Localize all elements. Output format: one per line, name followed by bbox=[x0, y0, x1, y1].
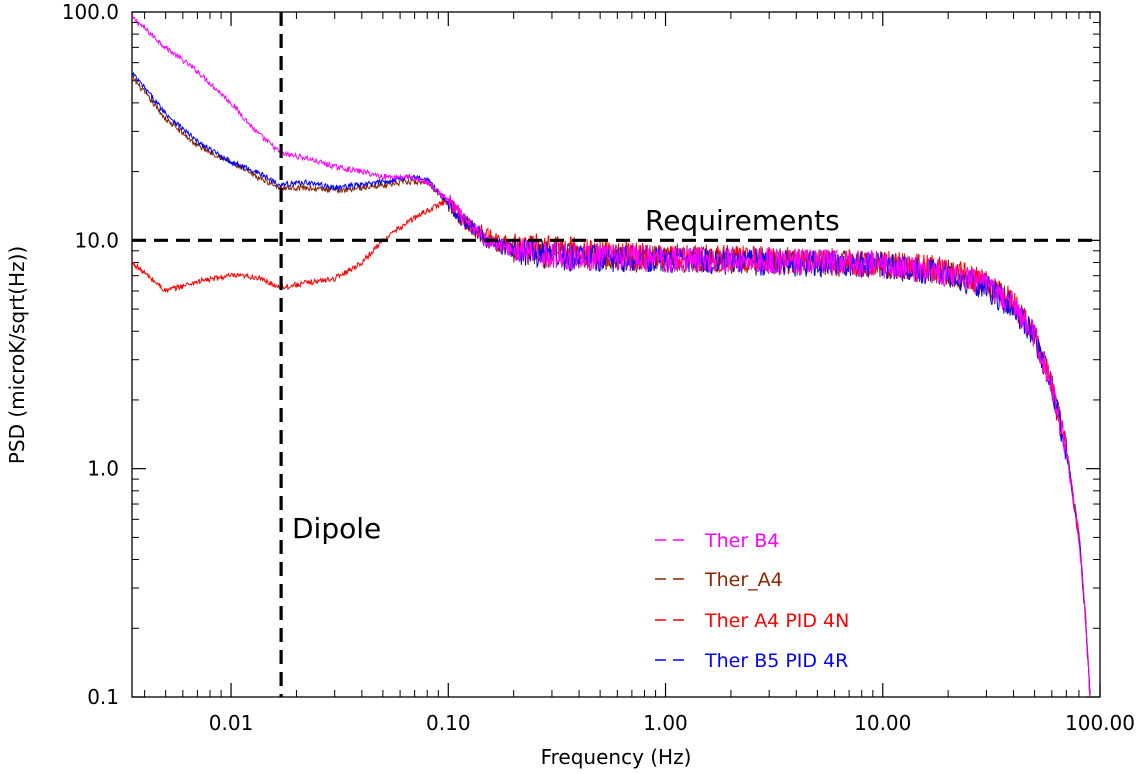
series-lines bbox=[131, 13, 1091, 698]
legend-label-ther-b5-pid-4r: Ther B5 PID 4R bbox=[704, 650, 848, 672]
y-axis-title: PSD (microK/sqrt(Hz)) bbox=[5, 246, 29, 464]
series-line-ther-b4 bbox=[131, 13, 1091, 698]
series-line-ther-a4 bbox=[131, 75, 1091, 698]
x-tick-label-100-00: 100.00 bbox=[1065, 711, 1135, 735]
x-axis-title: Frequency (Hz) bbox=[541, 745, 692, 769]
legend-label-ther-a4: Ther_A4 bbox=[704, 569, 783, 591]
requirements-label: Requirements bbox=[645, 204, 840, 237]
reference-lines bbox=[132, 12, 1100, 697]
x-tick-label-10-00: 10.00 bbox=[854, 711, 911, 735]
x-tick-label-1-00: 1.00 bbox=[643, 711, 688, 735]
legend: Ther B4 Ther_A4 Ther A4 PID 4N Ther B5 P… bbox=[655, 530, 849, 672]
x-tick-label-0-01: 0.01 bbox=[209, 711, 254, 735]
x-axis-ticks: 0.01 0.10 1.00 10.00 100.00 bbox=[209, 12, 1135, 735]
legend-label-ther-a4-pid-4n: Ther A4 PID 4N bbox=[704, 610, 849, 632]
y-tick-label-10-0: 10.0 bbox=[74, 228, 119, 252]
y-axis-ticks: 0.1 1.0 10.0 100.0 bbox=[62, 0, 1100, 709]
legend-label-ther-b4: Ther B4 bbox=[704, 530, 779, 552]
series-line-ther-b5-pid-4r bbox=[131, 71, 1091, 698]
minor-ticks bbox=[132, 12, 1100, 697]
x-tick-label-0-10: 0.10 bbox=[426, 711, 471, 735]
dipole-label: Dipole bbox=[292, 512, 381, 545]
y-tick-label-0-1: 0.1 bbox=[87, 685, 119, 709]
y-tick-label-100-0: 100.0 bbox=[62, 0, 119, 24]
plot-frame bbox=[131, 11, 1101, 698]
y-tick-label-1-0: 1.0 bbox=[87, 457, 119, 481]
